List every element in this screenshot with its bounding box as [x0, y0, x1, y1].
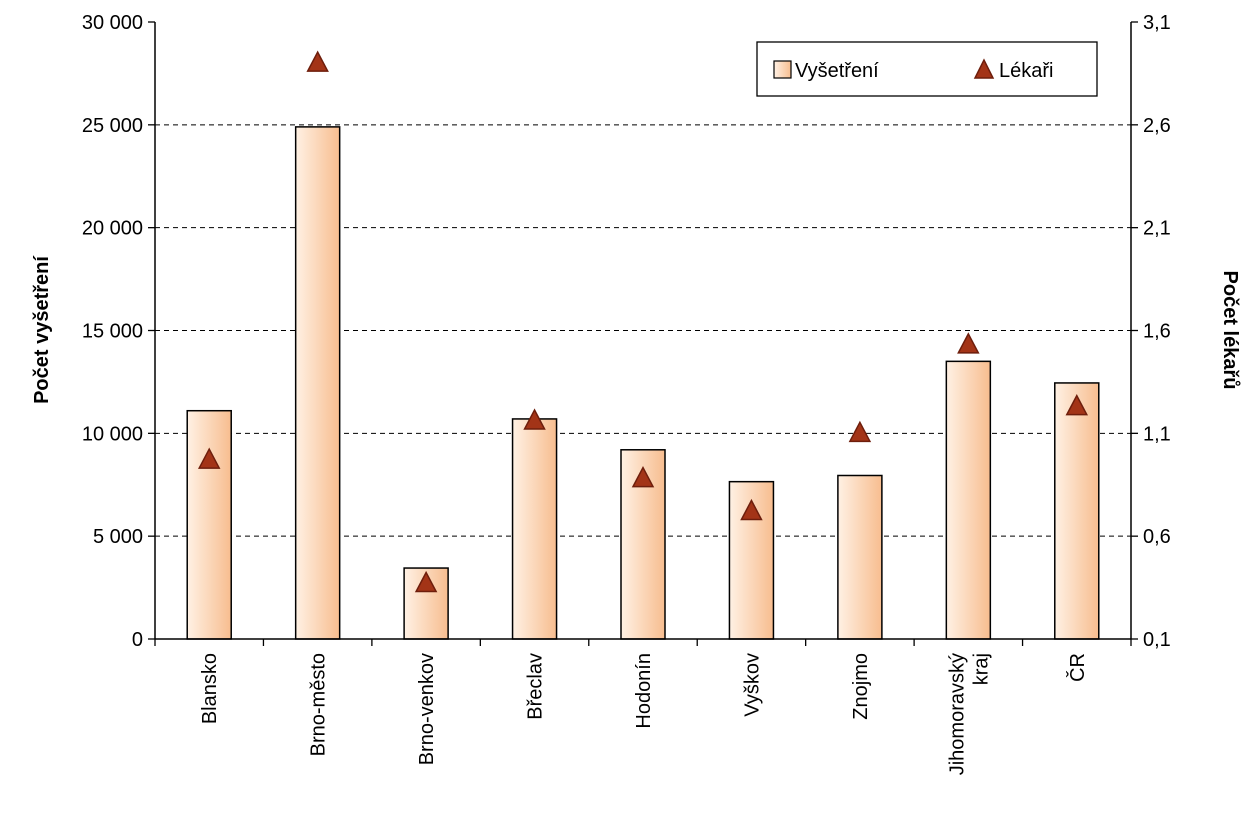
legend-label-lekari: Lékaři: [999, 60, 1053, 82]
marker-triangle: [631, 465, 655, 488]
marker-triangle: [523, 408, 546, 430]
right-tick-label: 2,6: [1143, 115, 1171, 137]
bar-series: [186, 126, 1100, 640]
left-tick-label: 30 000: [82, 12, 143, 34]
bar: [186, 409, 232, 640]
category-label: Brno-město: [308, 653, 330, 756]
legend-swatch-bar: [773, 60, 792, 79]
left-tick-label: 5 000: [93, 526, 143, 548]
right-axis-ticks: 0,1 0,6 1,1 1,6 2,1 2,6 3,1: [1131, 12, 1171, 651]
marker-series: [197, 50, 1089, 593]
left-tick-label: 10 000: [82, 423, 143, 445]
category-label: Břeclav: [525, 653, 547, 720]
right-tick-label: 0,1: [1143, 629, 1171, 651]
marker-triangle: [306, 50, 329, 72]
bar: [1054, 382, 1100, 640]
left-tick-label: 0: [132, 629, 143, 651]
category-label: ČR: [1066, 653, 1089, 682]
category-label: kraj: [970, 653, 992, 685]
marker-triangle: [197, 447, 221, 469]
bar: [294, 126, 341, 640]
right-tick-label: 1,1: [1143, 423, 1171, 445]
bar: [511, 418, 558, 640]
legend-swatch-marker: [973, 58, 995, 79]
marker-triangle: [414, 570, 438, 593]
bar: [837, 474, 883, 640]
right-tick-label: 3,1: [1143, 12, 1171, 34]
category-label: Blansko: [199, 653, 221, 724]
y-axis-right-title: Počet lékařů: [1219, 271, 1241, 390]
legend-label-vysetreni: Vyšetření: [795, 60, 879, 82]
left-tick-label: 20 000: [82, 218, 143, 240]
marker-triangle: [957, 332, 980, 354]
left-tick-label: 15 000: [82, 321, 143, 343]
category-label: Vyškov: [741, 653, 763, 717]
category-label: Znojmo: [850, 653, 872, 720]
category-label: Brno-venkov: [416, 653, 438, 765]
category-labels: Blansko Brno-město Brno-venkov Břeclav Hodon…: [199, 653, 1089, 775]
y-axis-left-title: Počet vyšetření: [31, 255, 53, 404]
marker-triangle: [740, 498, 763, 521]
category-label: Hodonín: [633, 653, 655, 729]
legend: Vyšetření Lékaři: [756, 41, 1098, 97]
right-tick-label: 2,1: [1143, 218, 1171, 240]
marker-triangle: [848, 420, 872, 443]
left-axis-ticks: 0 5 000 10 000 15 000 20 000 25 000 30 000: [82, 12, 155, 651]
legend-box: [756, 41, 1098, 97]
marker-triangle: [1065, 393, 1089, 416]
right-tick-label: 0,6: [1143, 526, 1171, 548]
left-tick-label: 25 000: [82, 115, 143, 137]
category-label: Jihomoravský: [946, 653, 968, 775]
bar: [945, 360, 992, 640]
right-tick-label: 1,6: [1143, 321, 1171, 343]
